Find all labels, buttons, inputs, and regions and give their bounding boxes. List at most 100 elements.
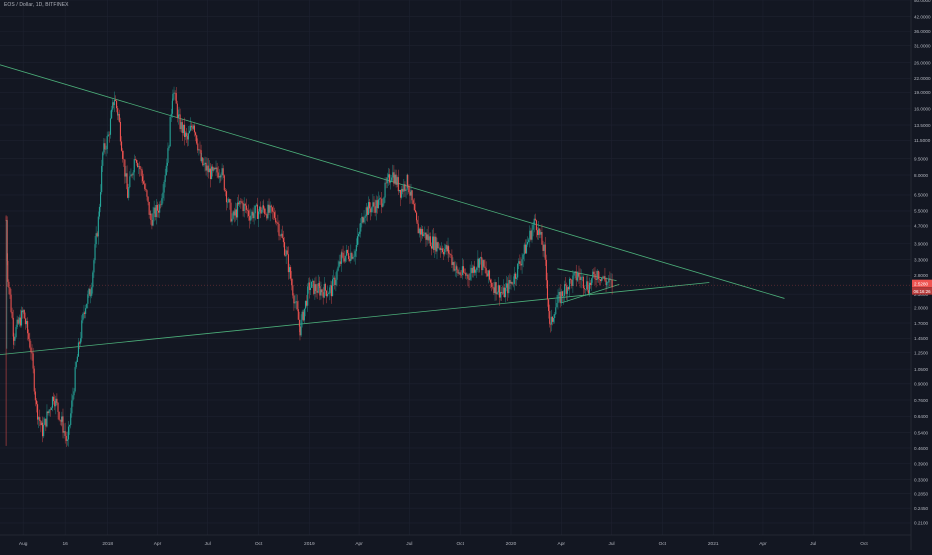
y-tick-label: 0.6400 xyxy=(914,414,928,419)
candle-body xyxy=(346,250,349,254)
candle-body xyxy=(125,173,127,177)
candle-body xyxy=(228,199,230,202)
candle-body xyxy=(585,289,587,290)
candle-body xyxy=(159,204,161,213)
candle-body xyxy=(388,174,391,183)
candle-body xyxy=(320,289,322,296)
candle-body xyxy=(359,231,361,234)
candle-body xyxy=(549,323,551,325)
candle-body xyxy=(221,168,223,176)
candle-body xyxy=(608,278,610,283)
candle-body xyxy=(352,257,354,259)
candle-body xyxy=(253,213,255,219)
candle-body xyxy=(120,141,123,151)
candle-body xyxy=(417,223,419,234)
candle-body xyxy=(587,290,589,294)
candle-body xyxy=(548,299,550,311)
candle-body xyxy=(58,411,60,420)
candle-body xyxy=(440,248,442,251)
candle-body xyxy=(254,205,256,214)
candle-body xyxy=(325,290,328,297)
candle-body xyxy=(81,320,83,339)
candle-body xyxy=(176,103,178,118)
candle-body xyxy=(582,276,584,289)
candle-body xyxy=(512,283,514,285)
candle-body xyxy=(114,99,117,101)
candle-body xyxy=(198,149,200,151)
candle-body xyxy=(41,422,43,426)
candle-body xyxy=(529,230,531,240)
candle-body xyxy=(105,149,107,150)
candle-body xyxy=(245,205,247,210)
candle-body xyxy=(124,159,126,177)
candle-body xyxy=(377,199,379,209)
candle-body xyxy=(231,218,233,222)
candle-body xyxy=(296,301,298,310)
x-tick-label: Apr xyxy=(154,541,162,547)
x-tick-label: Apr xyxy=(558,541,566,547)
candle-body xyxy=(435,236,437,252)
candle-body xyxy=(315,284,317,291)
y-tick-label: 8.0000 xyxy=(914,173,928,178)
candle-body xyxy=(55,398,57,407)
candle-body xyxy=(593,271,595,274)
candle-body xyxy=(521,259,523,266)
candle-body xyxy=(606,282,608,286)
candle-body xyxy=(360,223,362,232)
candle-body xyxy=(413,203,415,211)
candle-body xyxy=(549,310,551,324)
candle-body xyxy=(89,288,91,296)
candle-body xyxy=(86,303,88,309)
candle-body xyxy=(554,314,556,318)
candle-body xyxy=(391,177,393,181)
candle-body xyxy=(498,285,500,298)
candle-body xyxy=(338,261,340,267)
candle-body xyxy=(138,166,140,168)
candle-body xyxy=(97,216,99,237)
candle-body xyxy=(66,439,68,441)
candle-body xyxy=(371,207,373,213)
candle-body xyxy=(71,400,73,414)
candle-body xyxy=(271,207,273,212)
candle-body xyxy=(49,409,51,411)
candle-body xyxy=(196,135,198,144)
candle-body xyxy=(478,258,480,268)
candle-body xyxy=(441,248,444,253)
candle-body xyxy=(168,146,170,149)
x-tick-label: 2021 xyxy=(708,541,719,547)
candle-body xyxy=(287,254,289,273)
candle-body xyxy=(98,206,100,217)
candle-body xyxy=(104,143,106,150)
candle-body xyxy=(590,282,592,285)
candle-body xyxy=(542,244,544,251)
candle-body xyxy=(251,211,253,216)
y-tick-label: 1.0500 xyxy=(914,367,928,372)
candle-body xyxy=(31,352,33,354)
candle-body xyxy=(308,282,310,287)
candle-body xyxy=(79,342,81,344)
candle-body xyxy=(418,228,420,234)
candle-body xyxy=(147,196,149,202)
candle-body xyxy=(275,217,277,223)
candle-body xyxy=(414,210,416,213)
y-tick-label: 0.7600 xyxy=(914,398,928,403)
candle-body xyxy=(51,396,54,408)
candle-body xyxy=(141,176,144,182)
candle-body xyxy=(330,285,333,297)
candle-body xyxy=(183,124,186,137)
candle-body xyxy=(378,198,381,200)
candle-body xyxy=(458,272,460,274)
candle-body xyxy=(265,213,267,215)
candle-body xyxy=(163,181,165,193)
y-tick-label: 19.0000 xyxy=(914,90,931,95)
candle-body xyxy=(364,216,366,218)
candle-body xyxy=(37,404,39,420)
candle-body xyxy=(416,220,418,224)
candle-body xyxy=(206,165,208,171)
candle-body xyxy=(242,203,244,212)
candle-body xyxy=(426,234,428,240)
candle-body xyxy=(329,287,331,294)
candle-body xyxy=(249,216,251,221)
candle-body xyxy=(540,231,542,235)
